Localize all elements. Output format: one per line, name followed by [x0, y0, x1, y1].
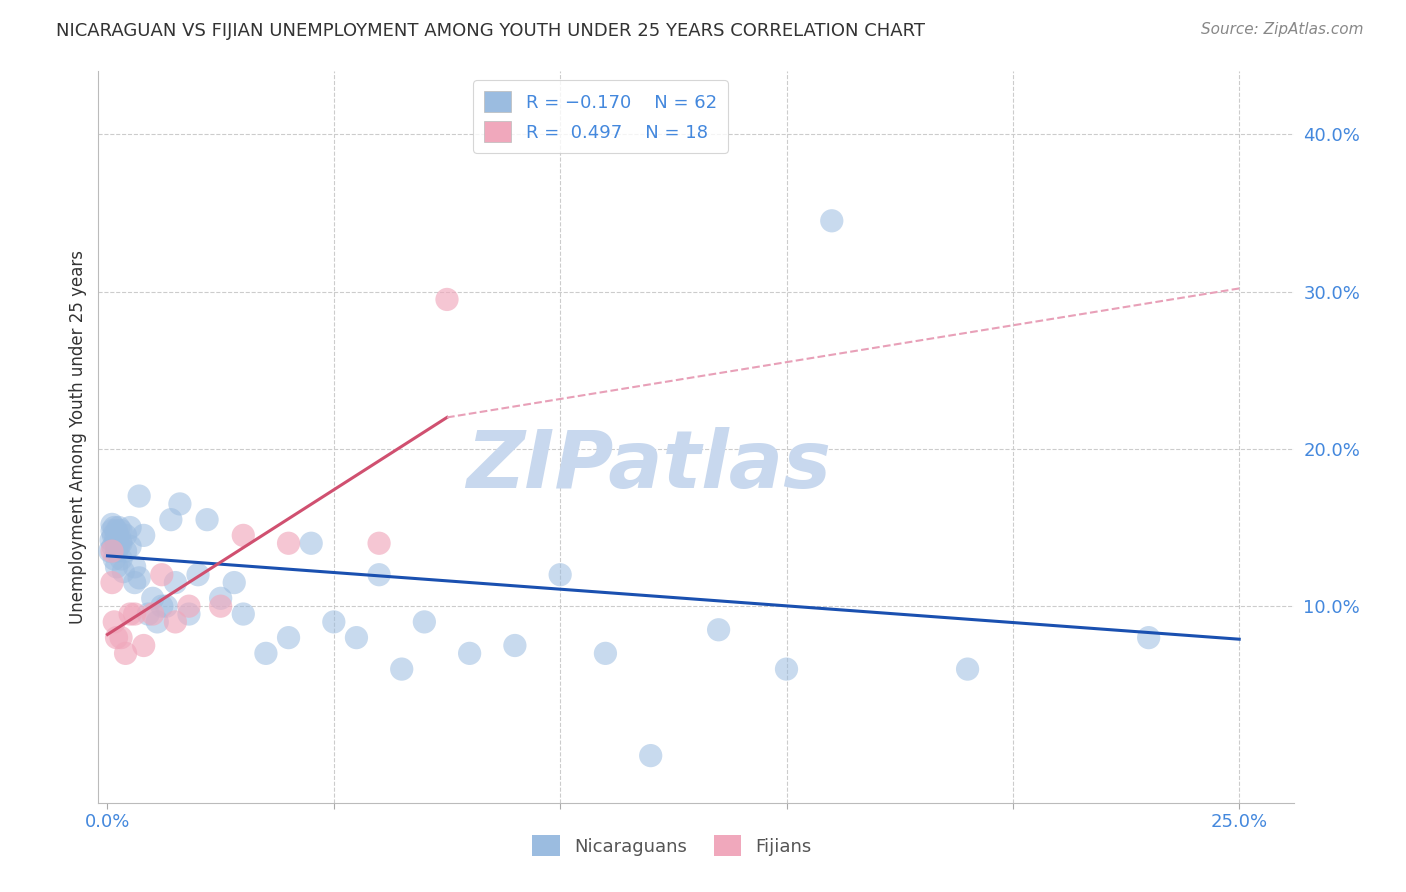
Nicaraguans: [821, 214, 844, 228]
Nicaraguans: [98, 544, 121, 558]
Fijians: [105, 631, 128, 645]
Fijians: [114, 646, 136, 660]
Nicaraguans: [100, 533, 122, 548]
Fijians: [209, 599, 232, 614]
Text: Source: ZipAtlas.com: Source: ZipAtlas.com: [1201, 22, 1364, 37]
Nicaraguans: [103, 520, 125, 534]
Nicaraguans: [254, 646, 277, 660]
Nicaraguans: [124, 559, 146, 574]
Nicaraguans: [104, 532, 127, 546]
Nicaraguans: [136, 607, 159, 621]
Nicaraguans: [120, 540, 142, 554]
Fijians: [436, 293, 458, 307]
Nicaraguans: [187, 567, 209, 582]
Text: NICARAGUAN VS FIJIAN UNEMPLOYMENT AMONG YOUTH UNDER 25 YEARS CORRELATION CHART: NICARAGUAN VS FIJIAN UNEMPLOYMENT AMONG …: [56, 22, 925, 40]
Nicaraguans: [132, 528, 155, 542]
Fijians: [232, 528, 254, 542]
Nicaraguans: [110, 533, 132, 548]
Nicaraguans: [103, 552, 125, 566]
Nicaraguans: [160, 513, 183, 527]
Fijians: [165, 615, 187, 629]
Nicaraguans: [548, 567, 571, 582]
Nicaraguans: [101, 524, 124, 538]
Nicaraguans: [503, 639, 526, 653]
Nicaraguans: [101, 540, 124, 554]
Fijians: [120, 607, 142, 621]
Nicaraguans: [195, 513, 218, 527]
Fijians: [177, 599, 200, 614]
Nicaraguans: [277, 631, 299, 645]
Text: ZIPatlas: ZIPatlas: [465, 427, 831, 506]
Nicaraguans: [299, 536, 322, 550]
Nicaraguans: [110, 524, 132, 538]
Fijians: [368, 536, 391, 550]
Nicaraguans: [640, 748, 662, 763]
Nicaraguans: [458, 646, 481, 660]
Nicaraguans: [165, 575, 187, 590]
Nicaraguans: [114, 528, 136, 542]
Nicaraguans: [413, 615, 436, 629]
Nicaraguans: [142, 591, 165, 606]
Nicaraguans: [105, 559, 128, 574]
Fijians: [132, 639, 155, 653]
Fijians: [110, 631, 132, 645]
Nicaraguans: [107, 520, 129, 534]
Nicaraguans: [110, 536, 132, 550]
Nicaraguans: [224, 575, 246, 590]
Nicaraguans: [155, 599, 177, 614]
Nicaraguans: [209, 591, 232, 606]
Nicaraguans: [707, 623, 730, 637]
Fijians: [101, 544, 124, 558]
Nicaraguans: [107, 528, 129, 542]
Nicaraguans: [169, 497, 191, 511]
Nicaraguans: [114, 544, 136, 558]
Nicaraguans: [775, 662, 797, 676]
Nicaraguans: [105, 536, 128, 550]
Fijians: [103, 615, 125, 629]
Nicaraguans: [232, 607, 254, 621]
Nicaraguans: [101, 517, 124, 532]
Nicaraguans: [105, 544, 128, 558]
Fijians: [101, 575, 124, 590]
Nicaraguans: [120, 520, 142, 534]
Nicaraguans: [146, 615, 169, 629]
Nicaraguans: [346, 631, 368, 645]
Fijians: [150, 567, 173, 582]
Nicaraguans: [322, 615, 344, 629]
Nicaraguans: [112, 565, 135, 579]
Legend: Nicaraguans, Fijians: Nicaraguans, Fijians: [526, 828, 818, 863]
Nicaraguans: [368, 567, 391, 582]
Nicaraguans: [107, 540, 129, 554]
Nicaraguans: [1137, 631, 1160, 645]
Nicaraguans: [595, 646, 617, 660]
Nicaraguans: [150, 599, 173, 614]
Nicaraguans: [128, 571, 150, 585]
Fijians: [142, 607, 165, 621]
Fijians: [277, 536, 299, 550]
Nicaraguans: [391, 662, 413, 676]
Nicaraguans: [956, 662, 979, 676]
Y-axis label: Unemployment Among Youth under 25 years: Unemployment Among Youth under 25 years: [69, 250, 87, 624]
Nicaraguans: [103, 528, 125, 542]
Nicaraguans: [128, 489, 150, 503]
Nicaraguans: [110, 552, 132, 566]
Nicaraguans: [177, 607, 200, 621]
Fijians: [124, 607, 146, 621]
Nicaraguans: [124, 575, 146, 590]
Nicaraguans: [105, 524, 128, 538]
